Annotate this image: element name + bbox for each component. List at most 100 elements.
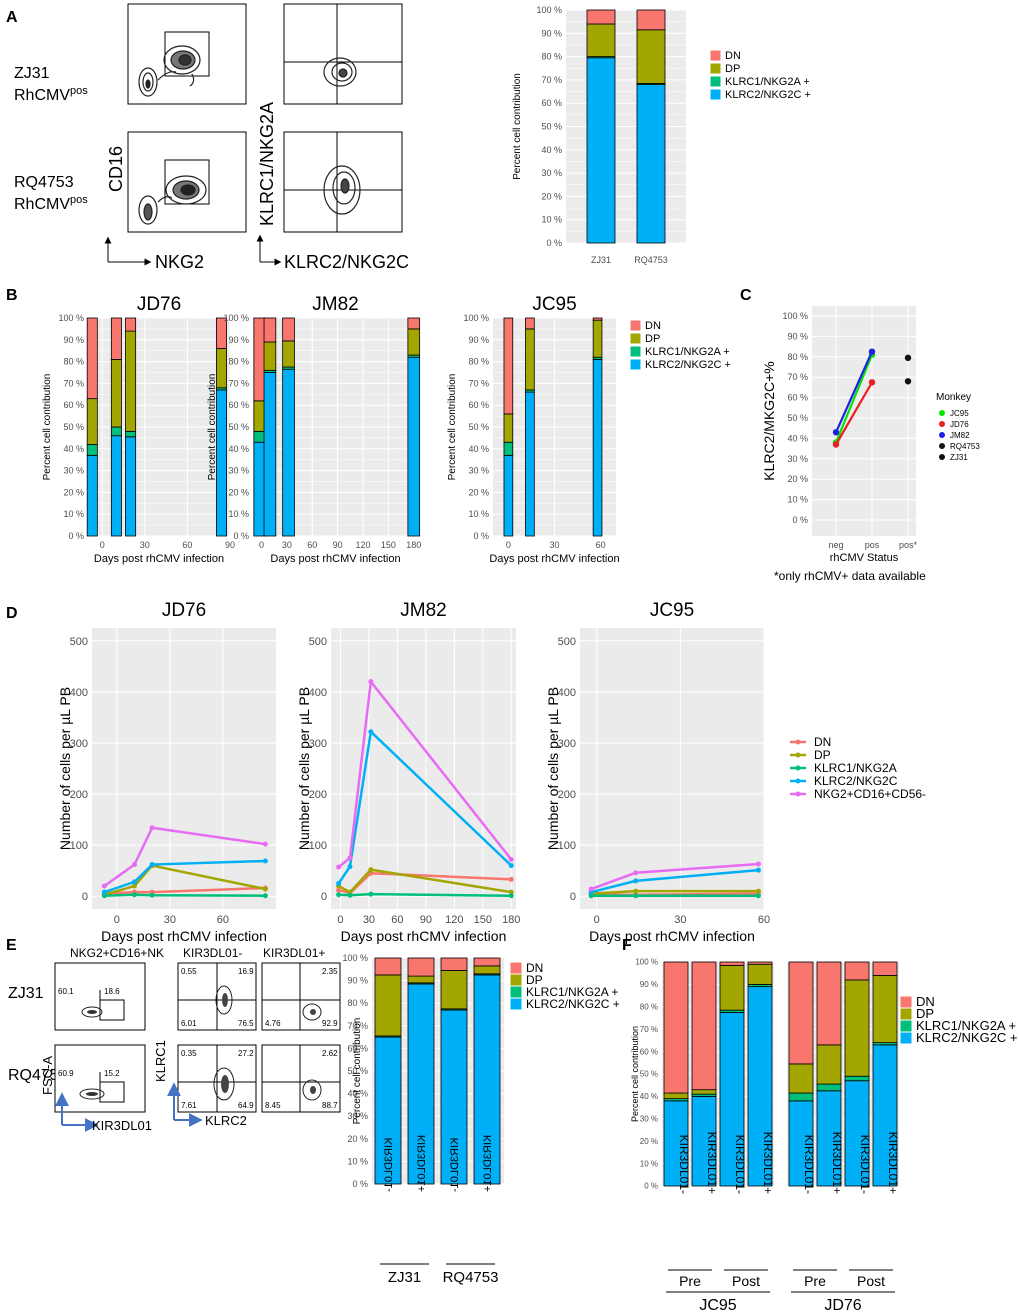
data-point: [368, 867, 374, 873]
y-tick-label: 60 %: [787, 393, 808, 403]
x-tick-label: 60: [758, 914, 770, 926]
subgroup-label: Pre: [804, 1273, 826, 1289]
data-point: [904, 378, 912, 385]
y-axis-title: KLRC2/MKG2C+%: [761, 361, 777, 480]
bar-segment: [747, 963, 773, 985]
bar-segment: [503, 413, 514, 443]
legend-label: KLRC1/NKG2A +: [645, 346, 730, 358]
status-sup: pos: [70, 85, 88, 97]
legend-swatch: [939, 443, 945, 449]
y-tick-label: 400: [309, 687, 327, 699]
gate-value: 88.7: [322, 1101, 338, 1110]
y-tick-label: 30 %: [787, 454, 808, 464]
x-tick-label: 0: [506, 540, 511, 550]
data-point: [832, 441, 840, 448]
data-point: [347, 864, 353, 870]
y-tick-label: 100 %: [536, 5, 562, 15]
panel-a-flow: ZJ31 RhCMVpos RQ4753 RhCMVpos: [14, 3, 409, 272]
y-tick-label: 20 %: [468, 487, 489, 497]
legend-swatch: [899, 995, 913, 1009]
bar-segment: [691, 1089, 717, 1095]
y-tick-label: 40 %: [228, 444, 249, 454]
y-tick-label: 0: [321, 891, 327, 903]
bar-segment: [473, 974, 501, 1185]
y-axis-title: Percent cell contribution: [207, 374, 218, 481]
x-tick-label: pos: [865, 540, 880, 550]
data-point: [755, 861, 761, 867]
gate-value: 7.61: [181, 1101, 197, 1110]
series-line: [103, 859, 266, 894]
legend-swatch: [939, 432, 945, 438]
y-tick-label: 10 %: [63, 509, 84, 519]
y-tick-label: 400: [70, 687, 88, 699]
flow-density-blob: [302, 1003, 322, 1021]
axis-label-klrc1: KLRC1/NKG2A: [257, 102, 277, 226]
data-point: [101, 889, 107, 895]
series-line: [834, 354, 874, 443]
x-tick-label: RQ4753: [634, 255, 668, 265]
y-axis-title: Number of cells per µL PB: [57, 687, 73, 850]
x-tick-label: neg: [828, 540, 843, 550]
y-tick-label: 0: [82, 891, 88, 903]
data-point: [347, 855, 353, 861]
status-prefix: RhCMV: [14, 196, 70, 213]
y-tick-label: 10 %: [640, 1159, 658, 1168]
flow-density-blob: [138, 45, 201, 97]
chart-e-stacked-bar: 0 % 10 % 20 % 30 % 40 % 50 % 60 % 70 % 80 % 90 % 1…: [342, 953, 619, 1286]
legend-swatch: [795, 739, 801, 745]
bar-segment: [282, 340, 295, 368]
y-axis-title: Number of cells per µL PB: [545, 687, 561, 850]
y-tick-label: 90 %: [63, 335, 84, 345]
bar-segment: [440, 957, 468, 971]
flow-density-blob: [323, 57, 357, 87]
data-point: [633, 893, 639, 899]
subgroup-label: Post: [857, 1273, 885, 1289]
x-axis-title: Days post rhCMV infection: [101, 928, 267, 944]
data-point: [755, 888, 761, 894]
x-tick-label: KIR3DL01+: [761, 1132, 775, 1194]
x-tick-label: KIR3DL01-: [383, 1138, 395, 1193]
flow-density-blob: [86, 1092, 98, 1096]
y-tick-label: 0 %: [546, 238, 562, 248]
bar-segment: [788, 961, 814, 1065]
y-tick-label: 500: [70, 636, 88, 648]
chart-d-jc95: JC95 0 100 200 300 400 500 0 30 60 Number of cells…: [545, 600, 926, 944]
bar-segment: [263, 372, 277, 537]
y-tick-label: 500: [558, 636, 576, 648]
x-tick-label: 180: [502, 914, 520, 926]
chart-f-stacked-bar: 0 % 10 % 20 % 30 % 40 % 50 % 60 % 70 % 80 % 90 % 1…: [630, 958, 1018, 1312]
x-axis-title: Days post rhCMV infection: [589, 928, 755, 944]
legend-label: KLRC1/NKG2A +: [916, 1018, 1016, 1033]
x-axis-title: Days post rhCMV infection: [94, 553, 224, 565]
flow-density-blob: [81, 1006, 103, 1018]
plot-background: [580, 628, 764, 909]
y-tick-label: 40 %: [468, 444, 489, 454]
x-axis-title: rhCMV Status: [830, 552, 899, 564]
y-tick-label: 20 %: [63, 487, 84, 497]
panel-e-flow: ZJ31 RQ4753 NKG2+CD16+NK KIR3DL01- KIR3D…: [8, 946, 341, 1133]
bar-segment: [719, 961, 745, 966]
y-tick-label: 0 %: [68, 531, 84, 541]
y-tick-label: 90 %: [640, 980, 658, 989]
col-header-nk: NKG2+CD16+NK: [70, 946, 164, 960]
y-tick-label: 20 %: [541, 191, 562, 201]
legend-label: ZJ31: [950, 453, 968, 462]
series-line: [337, 678, 513, 869]
data-point: [336, 887, 342, 893]
legend-swatch: [899, 1007, 913, 1021]
x-tick-label: ZJ31: [591, 255, 611, 265]
y-tick-label: 50 %: [228, 422, 249, 432]
data-point: [262, 841, 268, 847]
x-tick-label: 120: [355, 540, 370, 550]
data-point: [131, 883, 137, 889]
y-tick-label: 20 %: [228, 487, 249, 497]
gate-value: 76.5: [238, 1019, 254, 1028]
legend-label: NKG2+CD16+CD56-: [814, 787, 926, 801]
y-tick-label: 30 %: [468, 466, 489, 476]
chart-title: JD76: [162, 600, 206, 621]
y-tick-label: 100 %: [342, 953, 368, 963]
x-tick-label: 30: [282, 540, 292, 550]
legend-label: DP: [526, 973, 543, 987]
axis-label-klrc2: KLRC2: [205, 1113, 247, 1128]
y-tick-label: 60 %: [347, 1043, 368, 1053]
